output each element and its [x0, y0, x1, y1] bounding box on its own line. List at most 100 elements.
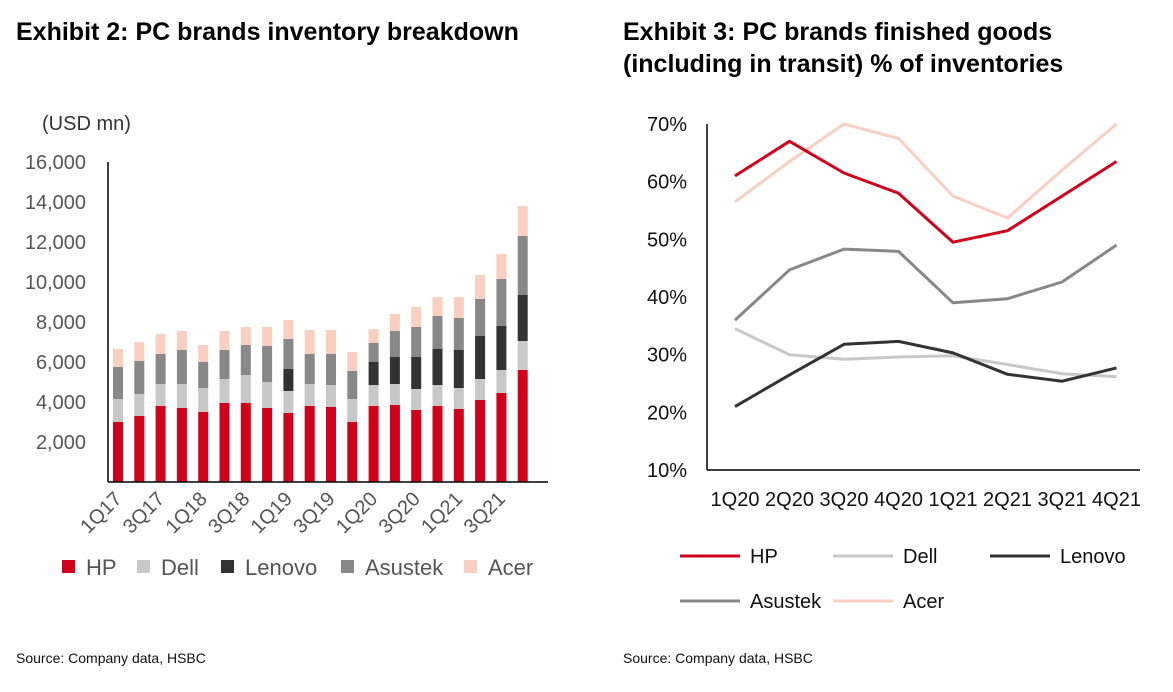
bar-segment-hp [219, 403, 230, 482]
bar-segment-dell [347, 399, 358, 422]
legend-label: Asustek [750, 591, 822, 613]
bar-segment-lenovo [283, 369, 294, 391]
bar-segment-acer [368, 329, 379, 343]
bar-segment-asustek [113, 367, 123, 399]
bar-segment-acer [240, 327, 251, 345]
bar-segment-acer [113, 349, 123, 367]
bar-segment-asustek [240, 345, 251, 375]
x-tick-label: 3Q18 [204, 488, 254, 538]
bar-segment-lenovo [411, 357, 422, 389]
legend-label: Asustek [365, 555, 444, 580]
bar-segment-asustek [155, 354, 166, 384]
bar-segment-asustek [517, 236, 528, 295]
bar-segment-dell [262, 382, 273, 408]
y-tick-label: 12,000 [25, 232, 86, 254]
x-tick-label: 2Q21 [983, 489, 1032, 511]
bar-segment-hp [155, 406, 166, 482]
legend-label: Acer [488, 555, 533, 580]
bar-segment-dell [432, 385, 443, 406]
bar-segment-asustek [262, 346, 273, 382]
exhibit2-source: Source: Company data, HSBC [16, 650, 206, 666]
bar-segment-dell [517, 341, 528, 370]
y-tick-label: 20% [647, 402, 687, 424]
bar-segment-asustek [496, 279, 507, 326]
bar-segment-acer [219, 331, 230, 350]
bar-segment-dell [496, 370, 507, 393]
x-tick-label: 4Q20 [874, 489, 923, 511]
bar-segment-dell [411, 389, 422, 410]
legend-label: HP [86, 555, 117, 580]
bar-segment-acer [411, 307, 422, 327]
axes [706, 124, 1140, 471]
legend-swatch-hp [62, 560, 75, 573]
bar-segment-hp [176, 408, 187, 482]
x-tick-label: 1Q20 [332, 488, 382, 538]
bar-segment-hp [496, 393, 507, 482]
bar-segment-hp [347, 422, 358, 482]
bar-segment-asustek [347, 371, 358, 399]
series-line-dell [734, 327, 1117, 379]
bar-segment-dell [304, 384, 315, 406]
bar-segment-asustek [304, 354, 315, 384]
bar-segment-dell [368, 385, 379, 406]
bar-segment-asustek [198, 362, 209, 388]
x-tick-label: 3Q20 [375, 488, 425, 538]
exhibit3-title-line2: (including in transit) % of inventories [623, 50, 1064, 78]
legend-label: Acer [903, 591, 944, 613]
legend-label: HP [750, 546, 778, 568]
x-tick-label: 3Q21 [1038, 489, 1087, 511]
bar-segment-acer [347, 352, 358, 371]
bar-segment-hp [304, 406, 315, 482]
exhibit3-title-line1: Exhibit 3: PC brands finished goods [623, 18, 1053, 46]
bar-segment-acer [198, 345, 209, 362]
bar-segment-hp [517, 370, 528, 482]
exhibit3-source: Source: Company data, HSBC [623, 650, 813, 666]
bar-segment-asustek [368, 343, 379, 362]
legend-swatch-asustek [341, 560, 354, 573]
bar-segment-hp [326, 407, 336, 482]
bar-segment-dell [240, 375, 251, 403]
y-axis-ticks: 2,000 4,000 6,000 8,000 10,000 12,000 14,000 16… [25, 152, 86, 454]
bar-segment-asustek [219, 350, 230, 379]
bar-segment-lenovo [475, 336, 486, 379]
bar-segment-hp [134, 416, 145, 482]
bar-segment-lenovo [517, 295, 528, 341]
y-tick-label: 14,000 [25, 192, 86, 214]
y-tick-label: 70% [647, 114, 687, 136]
bar-segment-asustek [453, 318, 464, 350]
bar-segment-hp [198, 412, 209, 482]
bar-segment-hp [240, 403, 251, 482]
legend-label: Lenovo [245, 555, 317, 580]
bar-segment-acer [517, 206, 528, 236]
x-tick-label: 3Q21 [460, 488, 510, 538]
series-line-lenovo [734, 339, 1117, 408]
legend-label: Lenovo [1060, 546, 1126, 568]
bar-segment-acer [176, 331, 187, 350]
bar-segment-acer [262, 327, 273, 346]
y-tick-label: 60% [647, 172, 687, 194]
bar-segment-acer [155, 334, 166, 354]
x-axis-ticks: 1Q20 2Q20 3Q20 4Q20 1Q21 2Q21 3Q21 4Q21 [711, 489, 1141, 511]
bar-segment-hp [432, 406, 443, 482]
y-tick-label: 30% [647, 345, 687, 367]
bar-segment-asustek [176, 350, 187, 384]
bar-segment-dell [155, 384, 166, 406]
unit-label: (USD mn) [42, 113, 131, 135]
legend-label: Dell [903, 546, 937, 568]
bar-segment-asustek [475, 299, 486, 336]
bar-segment-hp [283, 413, 294, 482]
bar-segment-asustek [283, 339, 294, 369]
x-tick-label: 3Q20 [820, 489, 869, 511]
bar-segment-acer [432, 297, 443, 316]
x-tick-label: 3Q19 [289, 488, 339, 538]
legend-swatch-dell [137, 560, 150, 573]
bar-segment-asustek [411, 327, 422, 357]
exhibit2-bar-chart: (USD mn) 2,000 4,000 6,000 8,000 10,000 12,00… [25, 113, 548, 580]
x-tick-label: 1Q17 [76, 488, 126, 538]
bar-segment-lenovo [432, 349, 443, 385]
bar-segment-hp [475, 400, 486, 482]
x-tick-label: 1Q20 [711, 489, 760, 511]
legend-label: Dell [161, 555, 199, 580]
bar-segment-hp [368, 406, 379, 482]
